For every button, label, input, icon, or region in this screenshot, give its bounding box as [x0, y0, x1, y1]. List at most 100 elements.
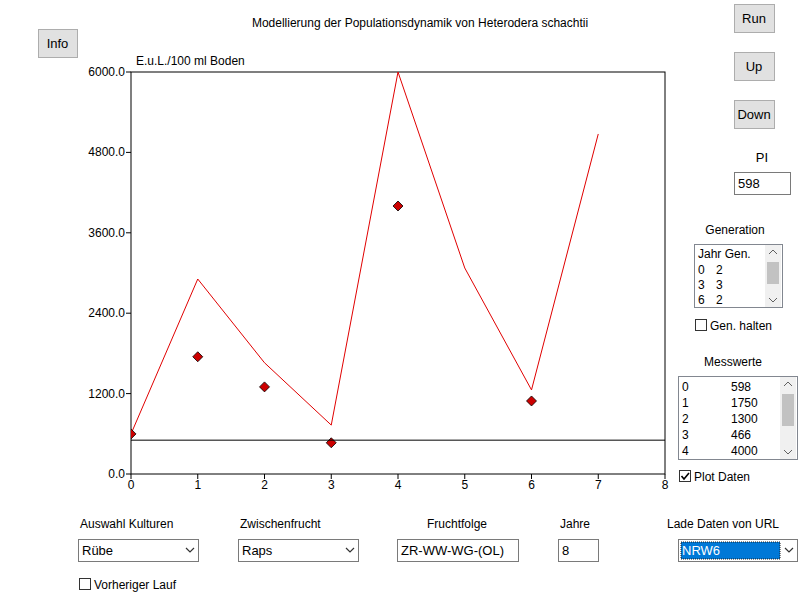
data-point — [131, 429, 136, 439]
info-button-face[interactable] — [39, 30, 78, 58]
down-button[interactable]: Down — [735, 101, 775, 129]
y-tick-label: 1200.0 — [88, 387, 125, 401]
plot-data-checkbox-check — [682, 473, 690, 479]
measurement-value: 4000 — [731, 444, 758, 458]
plot-data-checkbox[interactable]: Plot Daten — [680, 470, 751, 484]
catch-crop-dropdown[interactable]: Raps — [239, 540, 359, 562]
down-button-face[interactable] — [735, 101, 775, 129]
y-tick-label: 6000.0 — [88, 65, 125, 79]
catch-crop-label: Zwischenfrucht — [240, 517, 321, 531]
url-dropdown-value: NRW6 — [682, 543, 720, 558]
measurements-scrollbar-down — [784, 450, 792, 454]
measurement-year: 1 — [682, 396, 689, 410]
generation-count: 2 — [716, 263, 723, 277]
crops-dropdown-value: Rübe — [82, 543, 113, 558]
years-input-box[interactable] — [559, 540, 599, 562]
generation-count: 2 — [716, 293, 723, 307]
years-input[interactable]: 8 — [559, 540, 599, 562]
rotation-input[interactable]: ZR-WW-WG-(OL) — [398, 540, 519, 562]
url-dropdown[interactable]: NRW6 — [679, 540, 798, 562]
plot-frame — [131, 72, 665, 474]
up-button-face[interactable] — [735, 53, 775, 81]
y-tick — [126, 72, 131, 73]
series-line — [131, 440, 665, 441]
x-tick-label: 6 — [528, 478, 535, 492]
measurements-scrollbar-track — [780, 377, 796, 459]
data-point — [393, 201, 403, 211]
years-label: Jahre — [560, 517, 590, 531]
x-tick-label: 8 — [662, 478, 669, 492]
years-input-value: 8 — [562, 543, 569, 558]
y-tick — [126, 152, 131, 153]
down-button-label: Down — [737, 107, 770, 122]
y-tick — [126, 232, 131, 233]
pi-label: PI — [756, 150, 768, 165]
previous-run-checkbox-label: Vorheriger Lauf — [94, 578, 177, 592]
generation-header: Jahr Gen. — [698, 247, 751, 261]
measurements-list-box[interactable] — [679, 377, 798, 460]
y-tick-label: 2400.0 — [88, 306, 125, 320]
catch-crop-dropdown-value: Raps — [242, 543, 273, 558]
generation-year: 3 — [698, 278, 705, 292]
plot-data-checkbox-label: Plot Daten — [694, 470, 750, 484]
generation-scrollbar-track — [765, 245, 781, 307]
gen-hold-checkbox[interactable]: Gen. halten — [696, 319, 773, 333]
plot-data-checkbox-box[interactable] — [680, 471, 691, 482]
generation-list-box[interactable] — [695, 245, 783, 308]
catch-crop-dropdown-box[interactable] — [239, 540, 359, 562]
crops-dropdown[interactable]: Rübe — [79, 540, 199, 562]
x-tick-label: 1 — [194, 478, 201, 492]
run-button[interactable]: Run — [735, 5, 775, 33]
measurement-year: 2 — [682, 412, 689, 426]
x-tick-label: 2 — [261, 478, 268, 492]
catch-crop-dropdown-arrow — [346, 548, 354, 552]
measurements-list[interactable]: 05981175021300346644000 — [679, 377, 798, 460]
url-label: Lade Daten von URL — [667, 517, 779, 531]
run-button-face[interactable] — [735, 5, 775, 33]
previous-run-checkbox[interactable]: Vorheriger Lauf — [80, 578, 177, 592]
crops-dropdown-box[interactable] — [79, 540, 199, 562]
data-point — [260, 382, 270, 392]
app-window: Info Run Up Down Modellierung der Population… — [0, 0, 800, 600]
rotation-input-value: ZR-WW-WG-(OL) — [401, 543, 504, 558]
measurements-scrollbar-thumb — [782, 394, 794, 426]
rotation-label: Fruchtfolge — [427, 517, 487, 531]
info-button[interactable]: Info — [39, 30, 78, 58]
measurements-scrollbar — [780, 377, 796, 459]
chart-title: Modellierung der Populationsdynamik von … — [252, 16, 588, 30]
generation-list[interactable]: Jahr Gen.023362 — [695, 245, 783, 308]
generation-label: Generation — [705, 223, 764, 237]
measurement-year: 0 — [682, 380, 689, 394]
up-button-label: Up — [746, 59, 763, 74]
y-tick-label: 0.0 — [108, 467, 125, 481]
y-axis-label: E.u.L./100 ml Boden — [136, 54, 245, 68]
generation-year: 6 — [698, 293, 705, 307]
measurement-value: 598 — [731, 380, 751, 394]
pi-input[interactable]: 598 — [735, 173, 791, 195]
measurement-value: 466 — [731, 428, 751, 442]
y-tick — [126, 474, 131, 475]
measurement-value: 1300 — [731, 412, 758, 426]
y-tick — [126, 393, 131, 394]
x-tick-label: 0 — [128, 478, 135, 492]
x-tick-label: 3 — [328, 478, 335, 492]
measurements-scrollbar-up — [784, 382, 792, 386]
generation-count: 3 — [716, 278, 723, 292]
gen-hold-checkbox-label: Gen. halten — [710, 319, 772, 333]
url-dropdown-box[interactable] — [679, 540, 798, 562]
generation-scrollbar-down — [769, 298, 777, 302]
crops-dropdown-arrow — [186, 548, 194, 552]
measurement-year: 3 — [682, 428, 689, 442]
measurement-value: 1750 — [731, 396, 758, 410]
data-point — [193, 352, 203, 362]
up-button[interactable]: Up — [735, 53, 775, 81]
gen-hold-checkbox-box[interactable] — [696, 320, 707, 331]
measurements-label: Messwerte — [704, 355, 762, 369]
run-button-label: Run — [742, 11, 766, 26]
pi-input-box[interactable] — [735, 173, 791, 195]
rotation-input-box[interactable] — [398, 540, 519, 562]
crops-label: Auswahl Kulturen — [80, 517, 173, 531]
info-button-label: Info — [47, 36, 69, 51]
previous-run-checkbox-box[interactable] — [80, 579, 91, 590]
plot-marks — [131, 72, 665, 448]
